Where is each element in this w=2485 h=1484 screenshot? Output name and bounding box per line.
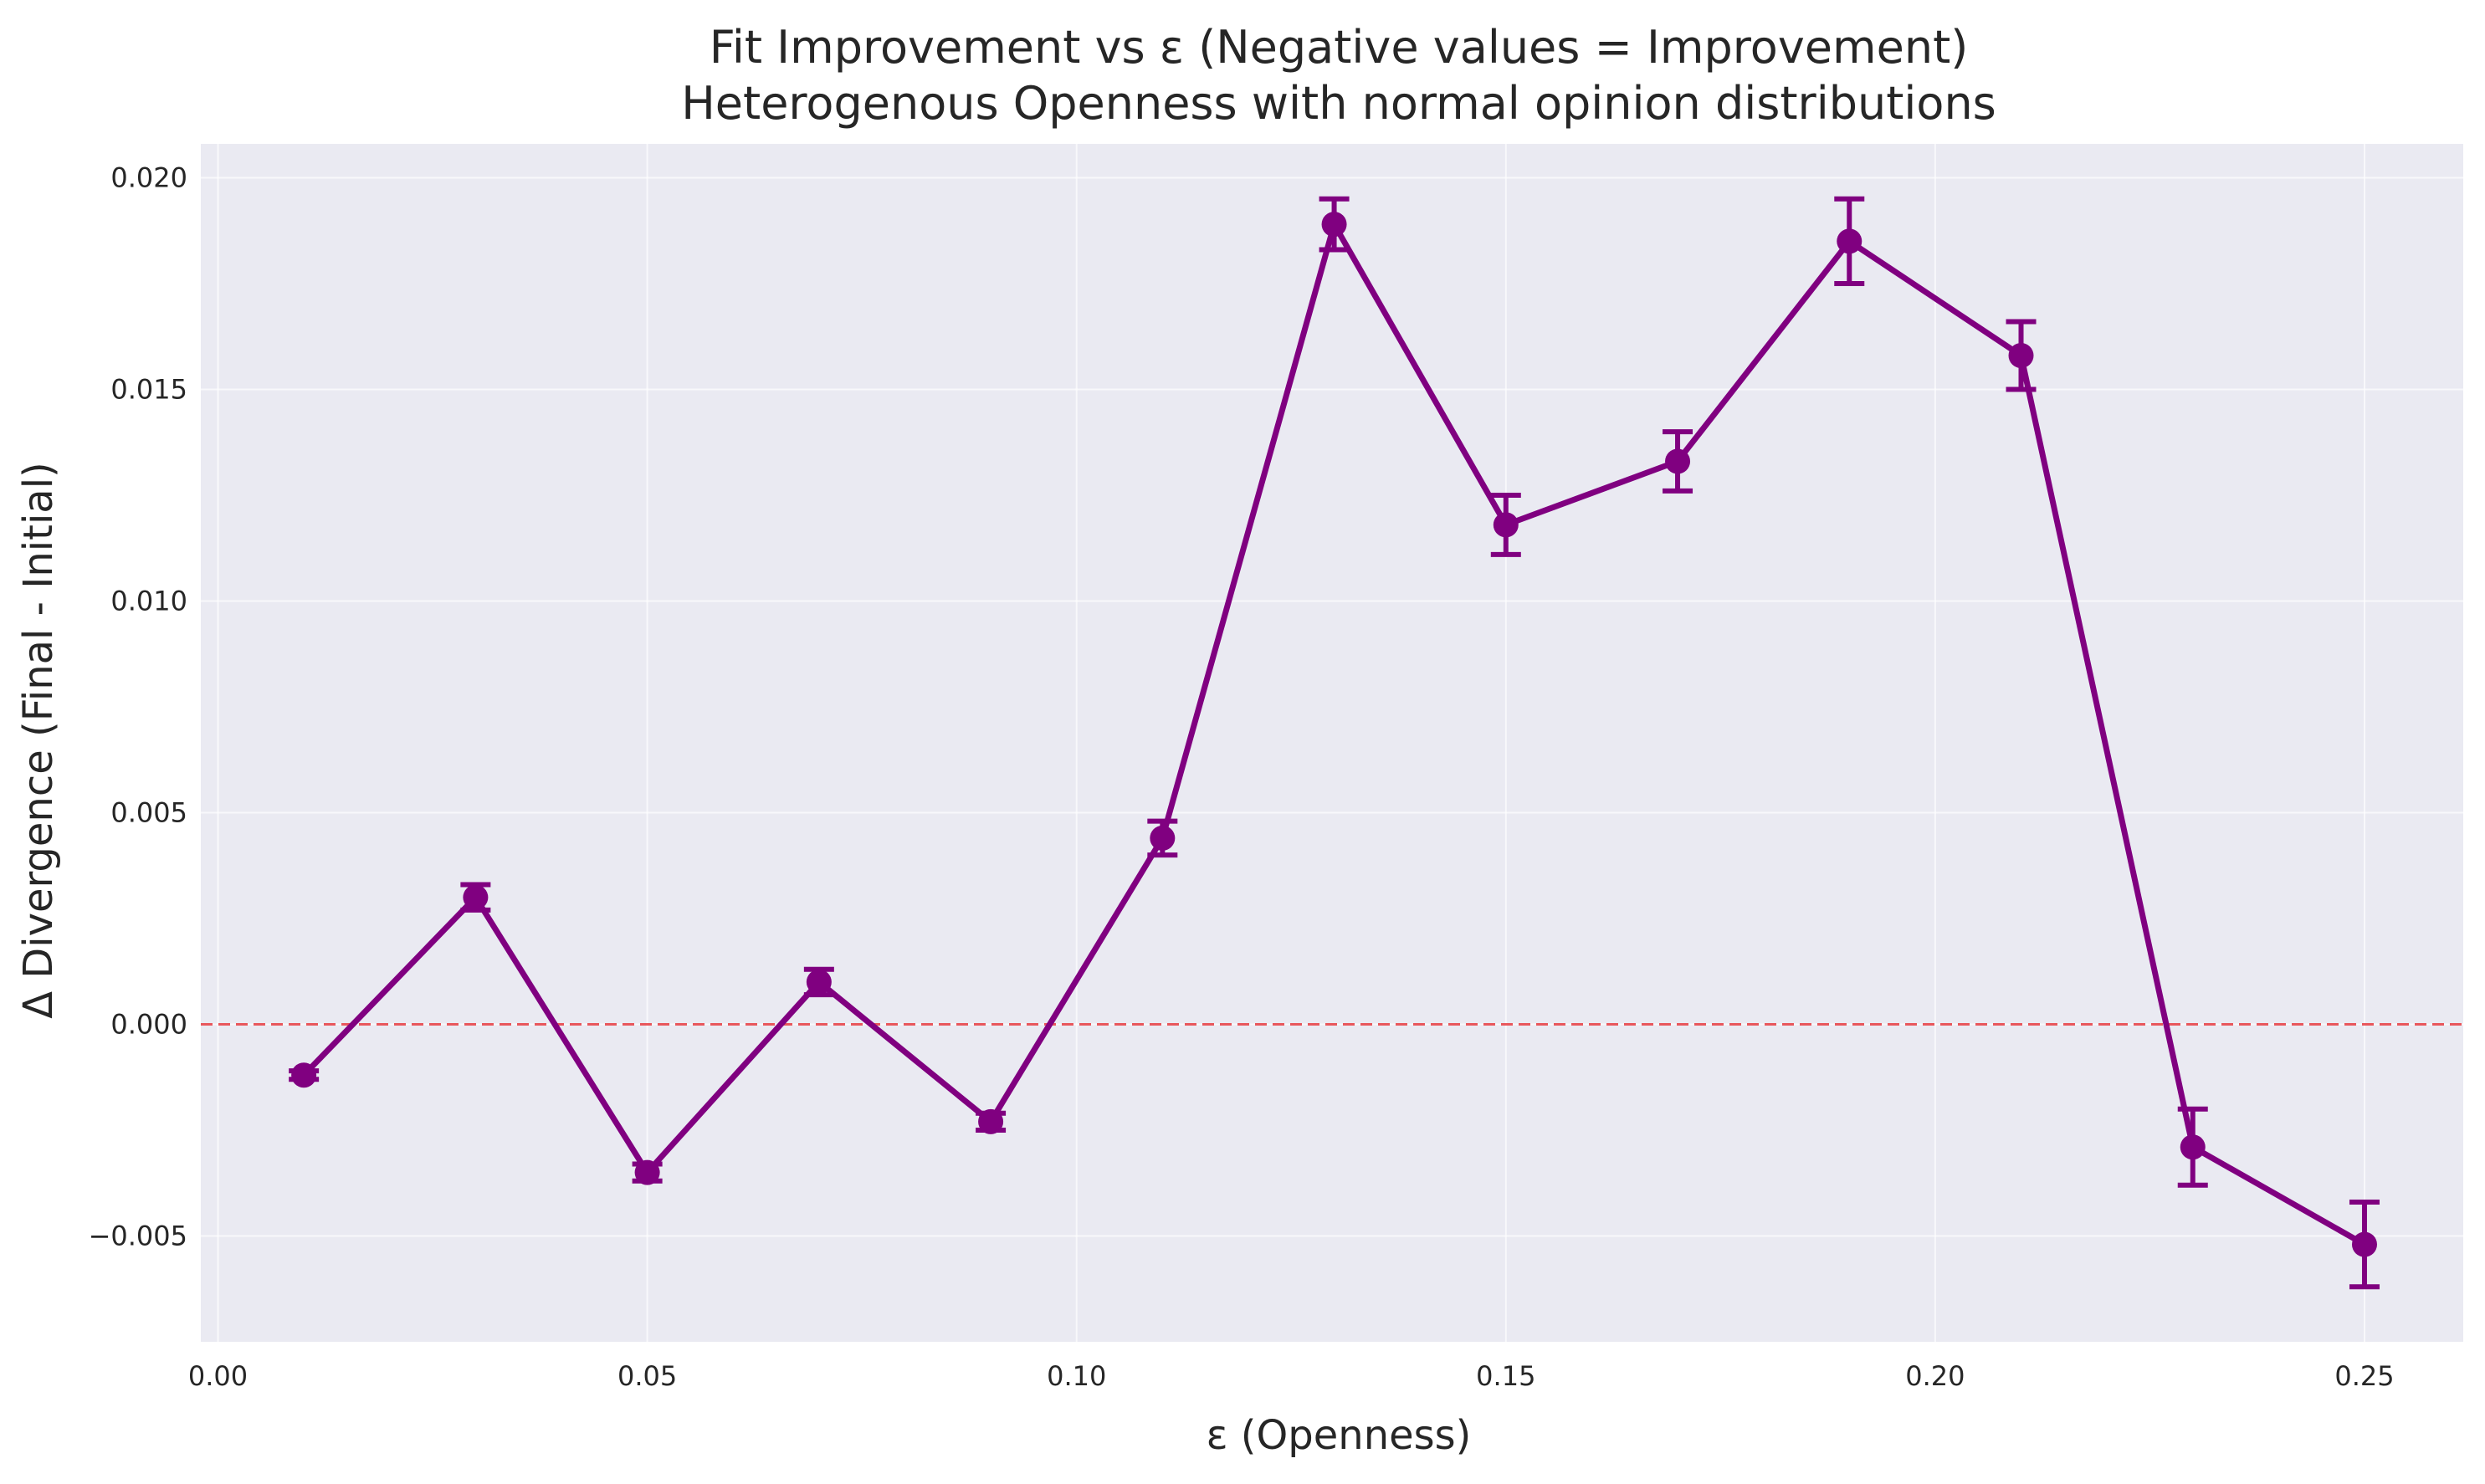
x-tick-label: 0.10 xyxy=(1047,1360,1106,1392)
x-tick-label: 0.00 xyxy=(188,1360,248,1392)
y-tick-label: 0.005 xyxy=(110,796,187,828)
x-tick-label: 0.15 xyxy=(1476,1360,1535,1392)
plot-area xyxy=(201,144,2463,1342)
y-tick-label: 0.010 xyxy=(110,585,187,617)
data-point xyxy=(1321,212,1347,238)
x-tick-label: 0.20 xyxy=(1905,1360,1965,1392)
y-axis-label: Δ Divergence (Final - Initial) xyxy=(15,462,62,1019)
data-point xyxy=(1493,512,1519,538)
tick-labels: 0.00 0.05 0.10 0.15 0.20 0.25 −0.005 0.000 0.005… xyxy=(89,161,2395,1392)
chart-title: Fit Improvement vs ε (Negative values = … xyxy=(710,21,1969,74)
chart-subtitle: Heterogenous Openness with normal opinio… xyxy=(681,77,1996,130)
y-tick-label: 0.015 xyxy=(110,373,187,405)
data-point xyxy=(2351,1231,2377,1257)
series-layer xyxy=(289,196,2380,1290)
data-point xyxy=(1837,228,1862,254)
data-point xyxy=(1150,825,1176,851)
y-tick-label: 0.020 xyxy=(110,161,187,193)
x-tick-label: 0.25 xyxy=(2334,1360,2394,1392)
data-point xyxy=(2180,1134,2206,1160)
data-point xyxy=(1665,448,1691,474)
x-tick-label: 0.05 xyxy=(617,1360,677,1392)
y-tick-label: −0.005 xyxy=(89,1220,187,1251)
data-point xyxy=(291,1062,317,1088)
data-point xyxy=(806,969,832,995)
data-point xyxy=(634,1159,660,1185)
data-point xyxy=(978,1108,1004,1134)
x-axis-label: ε (Openness) xyxy=(1207,1412,1472,1459)
y-tick-label: 0.000 xyxy=(110,1008,187,1040)
data-point xyxy=(2008,343,2034,369)
data-point xyxy=(463,884,489,910)
